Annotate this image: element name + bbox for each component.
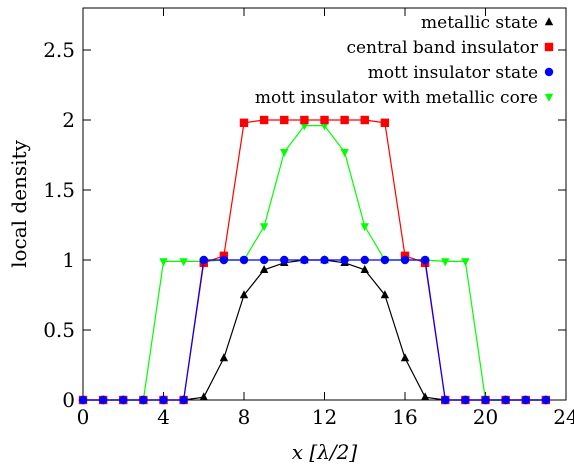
series-line: [83, 259, 546, 401]
plot-series: [78, 115, 551, 405]
data-point: [461, 395, 470, 405]
x-axis-label: x [λ/2]: [292, 440, 358, 464]
data-point: [98, 395, 108, 405]
data-point: [259, 265, 269, 273]
data-point: [441, 258, 450, 267]
data-point: [340, 255, 349, 265]
data-point: [501, 395, 510, 405]
legend-label: mott insulator with metallic core: [255, 88, 538, 108]
data-point: [259, 255, 269, 265]
legend-marker: [544, 42, 554, 52]
series-line: [83, 259, 546, 401]
data-point: [139, 395, 148, 405]
data-point: [360, 223, 369, 232]
data-point: [360, 115, 369, 125]
data-point: [380, 290, 390, 299]
data-point: [521, 395, 530, 405]
data-point: [219, 255, 229, 265]
legend-label: central band insulator: [346, 38, 538, 58]
y-tick-label: 2.5: [43, 38, 75, 62]
data-point: [340, 115, 349, 125]
x-tick-label: 0: [77, 405, 90, 429]
legend-marker: [544, 67, 554, 77]
x-tick-label: 16: [392, 405, 417, 429]
data-point: [380, 118, 390, 127]
data-point: [360, 255, 369, 265]
data-point: [541, 395, 551, 405]
data-point: [420, 255, 430, 265]
data-point: [300, 122, 309, 131]
data-point: [259, 115, 269, 125]
x-tick-label: 24: [553, 405, 574, 429]
data-point: [199, 392, 208, 401]
data-point: [179, 258, 188, 267]
data-point: [280, 115, 289, 125]
data-point: [320, 115, 329, 125]
y-tick-label: 1.5: [43, 178, 75, 202]
y-axis-label: local density: [7, 139, 31, 268]
data-point: [481, 395, 490, 405]
series-line: [83, 124, 546, 401]
data-point: [239, 118, 249, 127]
data-point: [300, 255, 309, 265]
data-point: [219, 353, 229, 362]
data-point: [380, 255, 390, 265]
data-point: [179, 395, 188, 405]
data-point: [280, 255, 289, 265]
data-point: [400, 255, 410, 265]
legend-marker: [544, 93, 554, 102]
y-tick-label: 0: [62, 388, 75, 412]
data-point: [119, 395, 128, 405]
data-point: [320, 122, 329, 131]
data-point: [360, 265, 369, 273]
x-tick-label: 20: [473, 405, 498, 429]
data-point: [441, 395, 450, 405]
y-tick-label: 0.5: [43, 318, 75, 342]
y-tick-label: 1: [62, 248, 75, 272]
x-tick-label: 8: [238, 405, 251, 429]
data-point: [461, 258, 470, 267]
series-circle: [78, 255, 551, 405]
data-point: [239, 255, 249, 265]
data-point: [400, 353, 410, 362]
legend: metallic state central band insulator mott…: [255, 13, 554, 108]
data-point: [199, 255, 208, 265]
data-point: [300, 115, 309, 125]
data-point: [280, 149, 289, 157]
data-point: [159, 395, 168, 405]
data-point: [320, 255, 329, 265]
series-triangle-up: [78, 255, 551, 404]
y-tick-label: 2: [62, 108, 75, 132]
series-triangle-down: [78, 122, 551, 405]
data-point: [159, 258, 168, 267]
data-point: [259, 223, 269, 232]
data-point: [239, 290, 249, 299]
data-point: [420, 392, 430, 401]
legend-label: mott insulator state: [368, 63, 538, 83]
x-tick-label: 12: [312, 405, 337, 429]
legend-marker: [544, 17, 554, 26]
x-tick-label: 4: [157, 405, 170, 429]
data-point: [78, 395, 88, 405]
data-point: [340, 149, 349, 157]
legend-label: metallic state: [421, 13, 538, 33]
